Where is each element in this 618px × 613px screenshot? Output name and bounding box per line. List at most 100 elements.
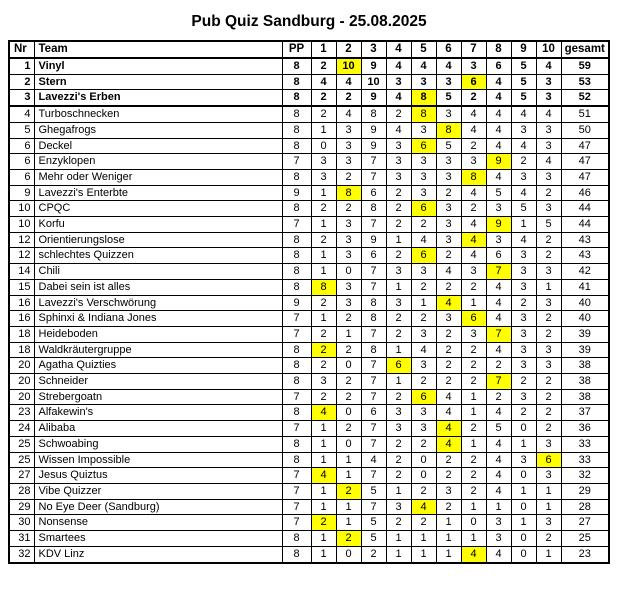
score-cell-round-1: 4	[310, 404, 337, 422]
team-cell: KDV Linz	[33, 545, 283, 564]
score-cell-round-2: 2	[335, 388, 362, 406]
team-cell: Deckel	[33, 137, 283, 155]
team-cell: Lavezzi's Verschwörung	[33, 294, 283, 312]
score-cell-round-10: 2	[535, 310, 562, 327]
team-cell: Ghegafrogs	[33, 121, 283, 139]
score-cell-round-4: 2	[385, 325, 412, 343]
score-cell-round-2: 1	[335, 498, 362, 516]
table-row: 1 Vinyl 8 2 10 9 4 4 4 3 6 5 4 59	[8, 57, 610, 75]
score-cell-round-6: 3	[435, 200, 462, 218]
score-cell-round-1: 2	[310, 514, 337, 532]
table-row: 5 Ghegafrogs 8 1 3 9 4 3 8 4 4 3 3 50	[8, 121, 610, 139]
score-cell-round-7: 2	[460, 357, 487, 375]
score-cell-round-8: 4	[485, 73, 512, 91]
score-cell-round-3: 7	[360, 373, 387, 390]
score-cell-round-3: 5	[360, 482, 387, 500]
team-cell: Lavezzi's Erben	[33, 89, 283, 108]
score-cell-round-3: 6	[360, 404, 387, 422]
score-cell-round-3: 7	[360, 498, 387, 516]
score-cell-round-5: 3	[410, 121, 437, 139]
score-cell-round-1: 2	[310, 200, 337, 218]
score-cell-round-7: 6	[460, 73, 487, 91]
score-cell-round-1: 1	[310, 184, 337, 202]
team-cell: Strebergoatn	[33, 388, 283, 406]
score-cell-round-2: 1	[335, 451, 362, 469]
score-cell-round-2: 2	[335, 482, 362, 500]
header-cell-1: 1	[310, 40, 337, 59]
score-cell-round-5: 3	[410, 404, 437, 422]
pp-cell: 8	[281, 278, 312, 296]
rank-cell: 24	[8, 420, 35, 437]
rank-cell: 20	[8, 388, 35, 406]
score-cell-round-6: 3	[435, 310, 462, 327]
score-cell-round-8: 4	[485, 404, 512, 422]
score-cell-round-4: 3	[385, 498, 412, 516]
team-cell: Alfakewin's	[33, 404, 283, 422]
score-cell-round-5: 2	[410, 514, 437, 532]
score-cell-round-4: 2	[385, 514, 412, 532]
score-cell-round-9: 0	[510, 498, 537, 516]
score-cell-round-3: 7	[360, 388, 387, 406]
table-row: 4 Turboschnecken 8 2 4 8 2 8 3 4 4 4 4 51	[8, 105, 610, 123]
score-cell-round-1: 4	[310, 467, 337, 484]
score-cell-round-5: 4	[410, 57, 437, 75]
score-cell-round-10: 2	[535, 325, 562, 343]
header-cell-5: 5	[410, 40, 437, 59]
score-cell-round-10: 3	[535, 467, 562, 484]
score-cell-round-2: 2	[335, 310, 362, 327]
score-cell-round-5: 6	[410, 247, 437, 265]
score-cell-round-2: 4	[335, 73, 362, 91]
score-cell-round-10: 4	[535, 153, 562, 170]
score-cell-round-1: 2	[310, 57, 337, 75]
score-cell-round-10: 2	[535, 373, 562, 390]
table-row: 6 Deckel 8 0 3 9 3 6 5 2 4 4 3 47	[8, 137, 610, 155]
pp-cell: 7	[281, 153, 312, 170]
total-cell: 52	[560, 89, 610, 108]
score-cell-round-4: 3	[385, 137, 412, 155]
score-cell-round-6: 4	[435, 388, 462, 406]
score-cell-round-4: 2	[385, 184, 412, 202]
score-cell-round-1: 1	[310, 310, 337, 327]
score-cell-round-2: 3	[335, 278, 362, 296]
score-cell-round-7: 1	[460, 435, 487, 453]
rank-cell: 15	[8, 278, 35, 296]
score-cell-round-6: 2	[435, 357, 462, 375]
score-cell-round-1: 1	[310, 451, 337, 469]
pp-cell: 7	[281, 216, 312, 233]
score-cell-round-1: 1	[310, 545, 337, 564]
score-cell-round-1: 2	[310, 294, 337, 312]
score-cell-round-7: 1	[460, 294, 487, 312]
score-cell-round-3: 9	[360, 231, 387, 249]
score-cell-round-2: 4	[335, 105, 362, 123]
score-cell-round-9: 3	[510, 388, 537, 406]
table-row: 3 Lavezzi's Erben 8 2 2 9 4 8 5 2 4 5 3 52	[8, 89, 610, 108]
score-cell-round-4: 3	[385, 404, 412, 422]
score-cell-round-8: 4	[485, 310, 512, 327]
pp-cell: 8	[281, 73, 312, 91]
header-cell-pp: PP	[281, 40, 312, 59]
score-cell-round-4: 1	[385, 278, 412, 296]
header-cell-2: 2	[335, 40, 362, 59]
score-cell-round-9: 5	[510, 200, 537, 218]
rank-cell: 10	[8, 216, 35, 233]
team-cell: Wissen Impossible	[33, 451, 283, 469]
score-cell-round-3: 7	[360, 263, 387, 280]
score-cell-round-8: 4	[485, 435, 512, 453]
table-row: 10 Korfu 7 1 3 7 2 2 3 4 9 1 5 44	[8, 216, 610, 233]
score-cell-round-2: 1	[335, 325, 362, 343]
score-cell-round-9: 4	[510, 184, 537, 202]
pp-cell: 7	[281, 388, 312, 406]
rank-cell: 18	[8, 325, 35, 343]
pp-cell: 8	[281, 200, 312, 218]
table-row: 24 Alibaba 7 1 2 7 3 3 4 2 5 0 2 36	[8, 420, 610, 437]
score-cell-round-4: 1	[385, 482, 412, 500]
rank-cell: 29	[8, 498, 35, 516]
score-cell-round-6: 3	[435, 73, 462, 91]
score-cell-round-7: 4	[460, 184, 487, 202]
rank-cell: 14	[8, 263, 35, 280]
rank-cell: 6	[8, 153, 35, 170]
header-cell-4: 4	[385, 40, 412, 59]
pp-cell: 7	[281, 498, 312, 516]
score-cell-round-3: 8	[360, 341, 387, 359]
total-cell: 25	[560, 530, 610, 547]
